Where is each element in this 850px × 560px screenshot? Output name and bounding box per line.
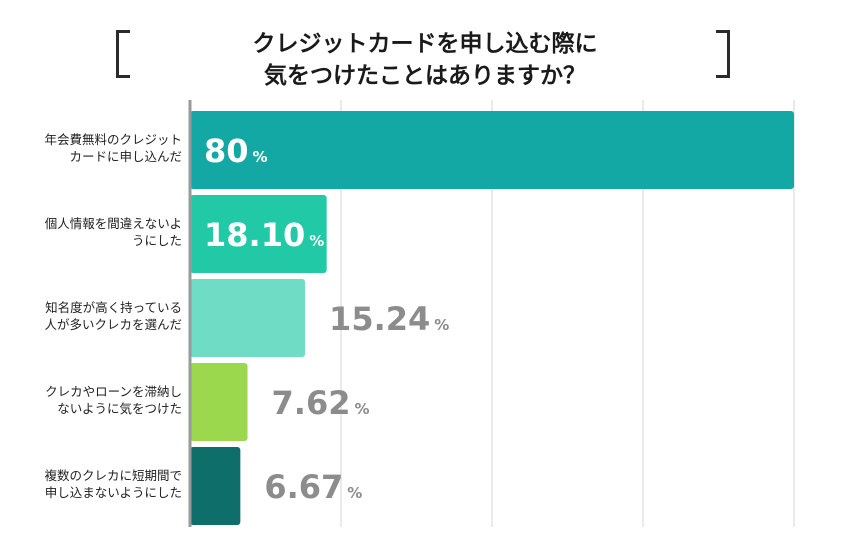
bar <box>190 195 327 273</box>
data-label-unit: % <box>434 316 449 334</box>
data-label: 80% <box>204 132 268 170</box>
data-label: 18.10% <box>204 216 324 254</box>
chart-title-line-2: 気をつけたことはありますか？ <box>264 63 586 89</box>
category-label: ないように気をつけた <box>57 401 182 416</box>
bar <box>190 111 794 189</box>
data-label-value: 15.24 <box>329 300 430 338</box>
bar <box>190 279 306 357</box>
category-label: カードに申し込んだ <box>69 149 182 164</box>
chart-title-line-1: クレジットカードを申し込む際に <box>252 31 598 57</box>
category-label: うにした <box>132 233 182 248</box>
data-label-unit: % <box>354 400 369 418</box>
data-label-unit: % <box>309 232 324 250</box>
category-label: 知名度が高く持っている <box>45 300 182 315</box>
data-label-unit: % <box>347 484 362 502</box>
category-label: 申し込まないようにした <box>45 485 182 500</box>
title-bracket-left <box>116 30 130 78</box>
category-label: 個人情報を間違えないよ <box>45 216 182 231</box>
category-label: 人が多いクレカを選んだ <box>44 317 182 332</box>
bar <box>190 447 241 525</box>
data-label-value: 18.10 <box>204 216 305 254</box>
data-label-value: 80 <box>204 132 249 170</box>
chart-title: クレジットカードを申し込む際に 気をつけたことはありますか？ <box>130 28 720 92</box>
chart-title-block: クレジットカードを申し込む際に 気をつけたことはありますか？ <box>0 0 850 100</box>
data-label: 15.24% <box>329 300 449 338</box>
data-label-value: 7.62 <box>272 384 351 422</box>
data-label-value: 6.67 <box>264 468 343 506</box>
category-label: 年会費無料のクレジット <box>44 132 182 147</box>
data-label-unit: % <box>253 148 268 166</box>
category-label: 複数のクレカに短期間で <box>44 468 182 483</box>
data-label: 6.67% <box>264 468 362 506</box>
bar <box>190 363 248 441</box>
data-label: 7.62% <box>272 384 370 422</box>
category-label: クレカやローンを滞納し <box>45 384 182 399</box>
title-bracket-right <box>716 30 730 78</box>
